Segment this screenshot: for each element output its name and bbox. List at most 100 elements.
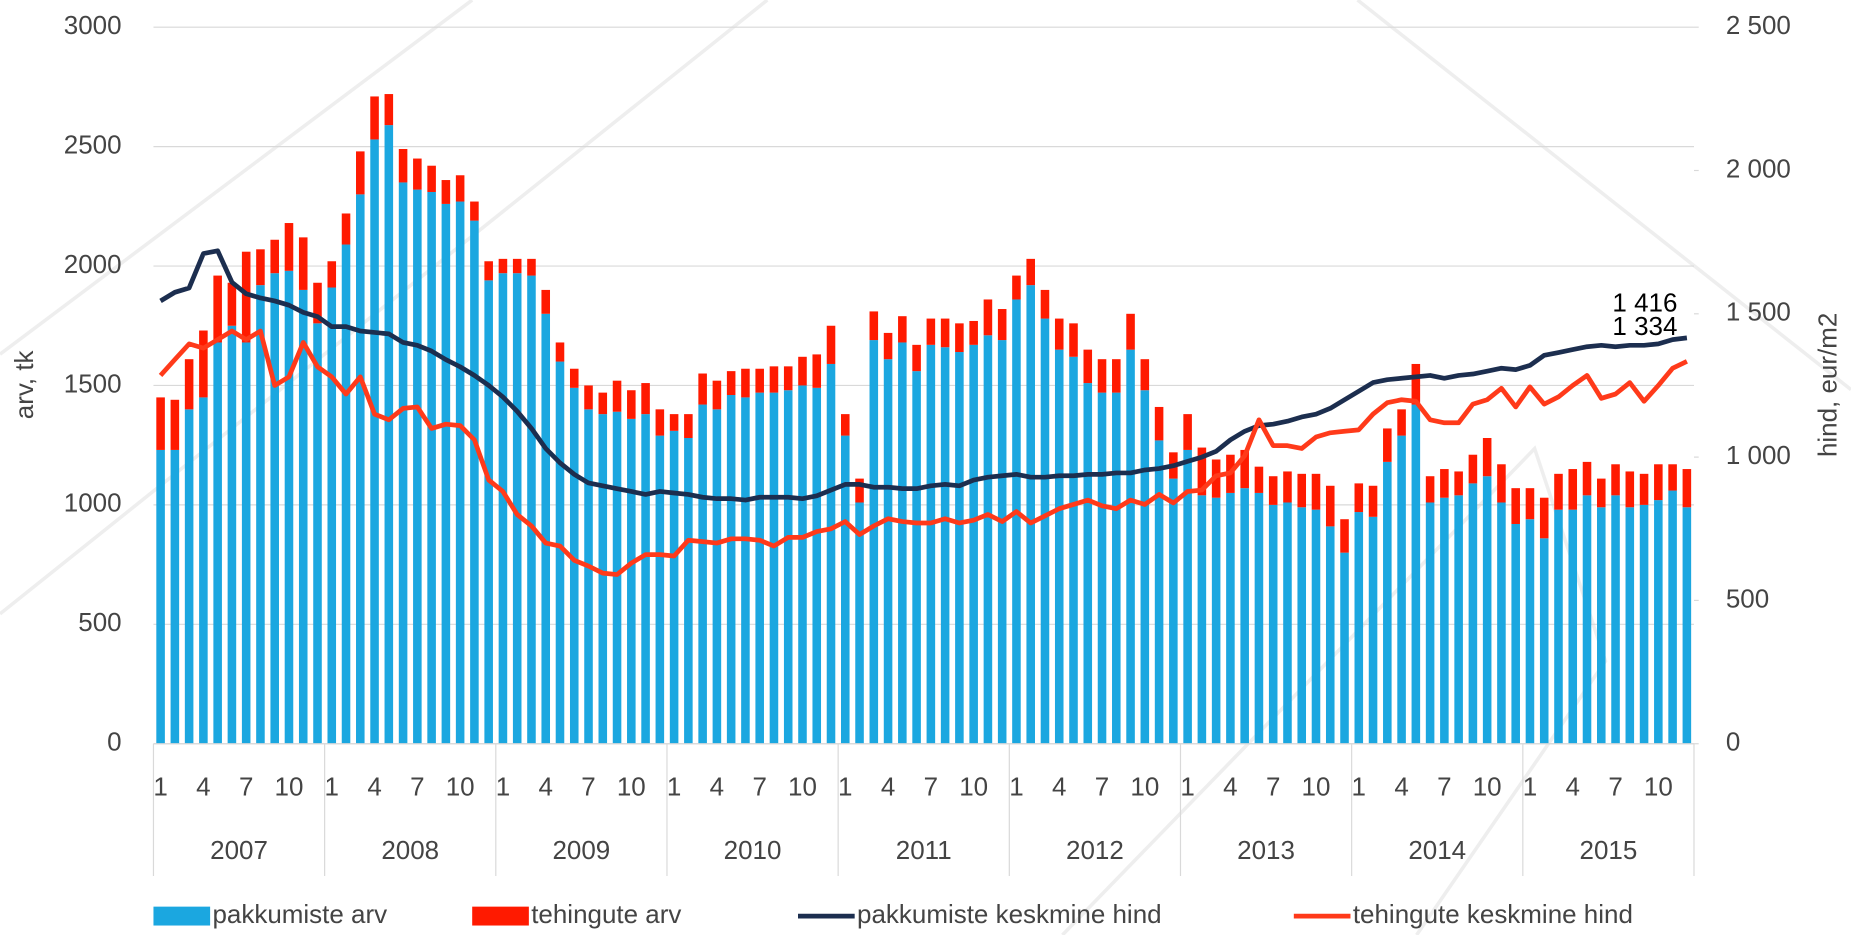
bar-segment [1568,509,1578,744]
bar-segment [1639,504,1649,744]
bar-segment [256,249,265,286]
bar-segment [926,344,936,744]
bar-segment [755,392,764,744]
bar-segment [1511,488,1520,524]
bar-segment [1539,538,1549,744]
bar-segment [1383,461,1392,744]
bar-segment [1012,275,1021,300]
y-tick-label: 500 [78,607,121,637]
bar-segment [413,158,422,190]
bar-segment [356,151,365,195]
x-tick-label: 4 [539,771,553,801]
y2-tick-label: 1 500 [1726,297,1791,327]
bar-segment [1140,390,1150,744]
bar-segment [512,258,522,274]
data-label: 1 334 [1612,311,1677,341]
x-tick-label: 10 [617,771,646,801]
bar-segment [869,340,879,744]
bar-segment [627,390,636,419]
bar-segment [555,361,565,744]
bar-segment [1611,464,1620,496]
bar-segment [1268,476,1278,505]
bar-segment [270,239,279,274]
y2-tick-label: 1 000 [1726,440,1791,470]
bar-segment [184,409,194,744]
y2-axis-label: hind, eur/m2 [1813,313,1843,457]
bar-segment [1568,469,1578,510]
bar-segment [156,449,165,744]
bar-segment [1340,519,1349,553]
bar-segment [627,418,636,744]
bar-segment [1297,507,1307,744]
bar-segment [997,309,1007,341]
bar-segment [1040,318,1050,744]
bar-segment [598,414,608,744]
bar-segment [256,285,265,744]
bar-segment [1411,404,1421,744]
bar-segment [698,404,707,744]
bar-segment [341,244,351,744]
bar-segment [855,478,864,503]
bar-segment [1511,523,1520,744]
bar-segment [1397,435,1406,744]
bar-segment [341,213,351,245]
bar-segment [1482,438,1492,477]
bar-segment [1497,464,1506,503]
x-group-label: 2008 [381,835,439,865]
x-group-label: 2014 [1408,835,1466,865]
bar-segment [926,318,936,345]
bar-segment [1240,488,1249,744]
bar-segment [655,409,665,436]
x-group-label: 2007 [210,835,268,865]
x-tick-label: 7 [1266,771,1280,801]
bar-segment [1283,502,1292,744]
bar-segment [612,380,622,412]
x-tick-label: 7 [752,771,766,801]
bar-segment [1582,461,1592,496]
bar-segment [684,414,693,439]
bar-segment [612,411,622,744]
bar-segment [241,342,251,744]
bar-segment [427,165,436,192]
bar-segment [826,325,836,364]
bar-segment [1254,466,1264,493]
bar-segment [284,223,294,271]
bar-segment [1083,383,1093,744]
bar-segment [655,435,665,744]
bar-segment [1440,469,1449,498]
bar-segment [883,332,893,360]
bar-segment [798,385,807,744]
x-tick-label: 4 [1394,771,1408,801]
bar-segment [1240,449,1249,489]
bar-segment [313,282,322,324]
x-tick-label: 1 [1523,771,1537,801]
y2-tick-label: 2 500 [1726,10,1791,40]
legend-label: tehingute arv [531,899,681,929]
bar-segment [1069,323,1078,357]
x-tick-label: 1 [1009,771,1023,801]
bar-segment [883,359,893,744]
y2-tick-label: 0 [1726,727,1740,757]
bar-segment [1069,356,1078,744]
bar-segment [313,323,322,744]
bar-segment [199,330,208,398]
x-tick-label: 10 [1302,771,1331,801]
bar-segment [840,435,850,744]
bar-segment [241,251,251,343]
bar-segment [298,289,308,744]
bar-segment [1582,495,1592,744]
bar-segment [1040,289,1050,319]
bar-segment [1468,483,1478,744]
bar-segment [441,180,451,204]
bar-segment [1297,473,1307,508]
bar-segment [370,139,379,744]
x-tick-label: 10 [1473,771,1502,801]
bar-segment [1625,471,1635,508]
bar-segment [356,194,365,744]
bar-segment [1482,476,1492,744]
bar-segment [1454,471,1463,496]
bar-segment [1169,478,1178,744]
bar-segment [1425,476,1435,503]
